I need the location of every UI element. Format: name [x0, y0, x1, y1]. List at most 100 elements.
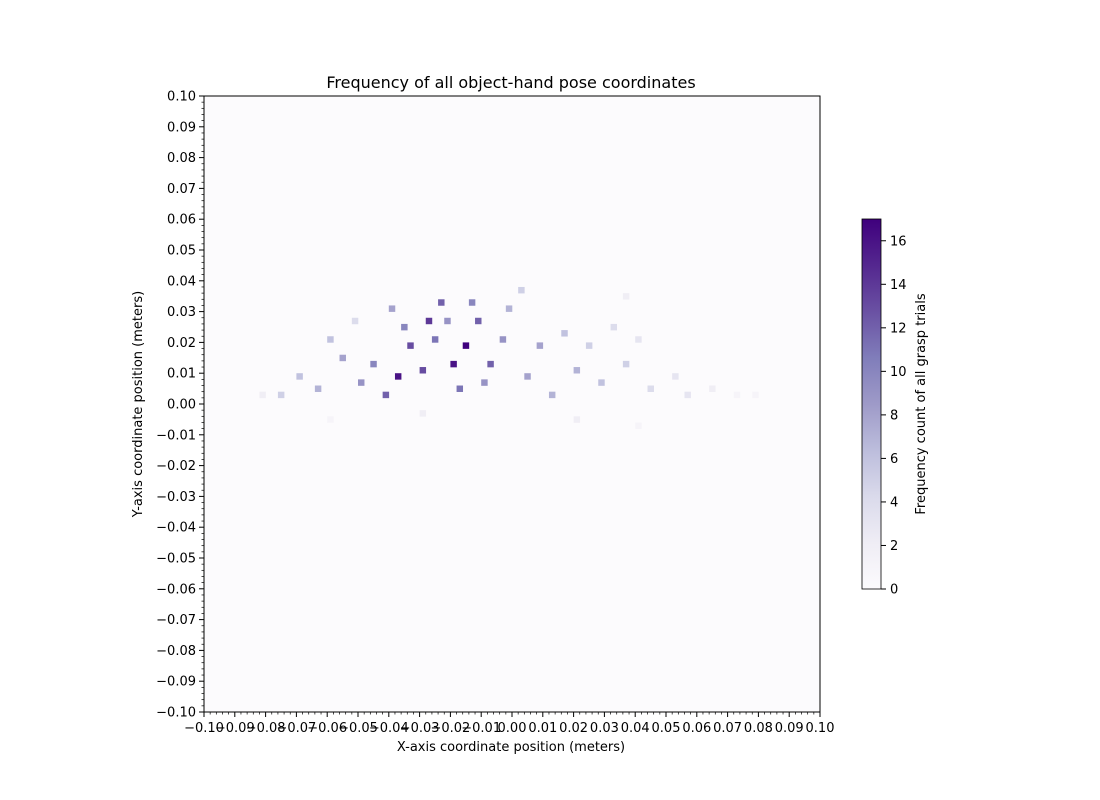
colorbar-tick-label: 10: [890, 365, 907, 380]
x-tick-label: −0.08: [246, 721, 286, 736]
heatmap-cell: [425, 317, 433, 325]
y-tick-label: 0.10: [167, 90, 196, 105]
y-tick-label: 0.02: [167, 336, 196, 351]
heatmap-cell: [622, 293, 630, 300]
heatmap-cell: [382, 391, 390, 399]
x-axis-ticks: −0.10−0.09−0.08−0.07−0.06−0.05−0.04−0.03…: [184, 712, 834, 736]
chart-title: Frequency of all object-hand pose coordi…: [326, 73, 695, 92]
heatmap-cell: [610, 323, 618, 331]
x-axis-label: X-axis coordinate position (meters): [397, 740, 625, 755]
y-tick-label: −0.02: [156, 459, 196, 474]
x-tick-label: 0.07: [713, 721, 742, 736]
x-tick-label: 0.08: [744, 721, 773, 736]
heatmap-cell: [481, 379, 488, 386]
y-tick-label: 0.01: [167, 367, 196, 382]
heatmap-cell: [622, 360, 630, 368]
x-tick-label: 0.00: [498, 721, 527, 736]
heatmap-cell: [327, 336, 334, 343]
y-tick-label: 0.09: [167, 120, 196, 135]
heatmap-cell: [456, 385, 464, 392]
y-tick-label: −0.10: [156, 706, 196, 721]
colorbar-tick-label: 2: [890, 539, 898, 554]
heatmap-cell: [358, 379, 365, 386]
x-tick-label: −0.10: [184, 721, 224, 736]
heatmap-cell: [635, 336, 642, 343]
y-tick-label: −0.04: [156, 521, 196, 536]
y-tick-label: −0.03: [156, 490, 196, 505]
heatmap-cell: [468, 299, 476, 306]
heatmap-cell: [450, 360, 457, 368]
y-axis-ticks: 0.10 0.09 0.08 0.07 0.06 0.05 0.04 0.03 0.02 0.01…: [156, 90, 204, 721]
heatmap-cell: [518, 286, 525, 294]
y-tick-label: −0.09: [156, 675, 196, 690]
x-tick-label: −0.07: [276, 721, 316, 736]
colorbar: [861, 218, 882, 590]
heatmap-background: [204, 96, 820, 712]
x-tick-label: −0.06: [307, 721, 347, 736]
heatmap-cell: [296, 373, 303, 380]
colorbar-tick-label: 16: [890, 234, 907, 249]
y-tick-label: 0.05: [167, 244, 196, 259]
heatmap-cell: [709, 385, 716, 392]
x-tick-label: 0.05: [652, 721, 681, 736]
heatmap-cell: [499, 336, 507, 343]
heatmap-cell: [277, 391, 285, 399]
colorbar-tick-label: 0: [890, 583, 898, 598]
y-tick-label: 0.04: [167, 274, 196, 289]
y-tick-label: −0.05: [156, 552, 196, 567]
y-tick-label: 0.06: [167, 213, 196, 228]
heatmap-cell: [573, 416, 581, 423]
heatmap-cell: [548, 391, 556, 399]
y-tick-label: 0.03: [167, 305, 196, 320]
heatmap-cell: [752, 391, 759, 399]
heatmap-cell: [388, 305, 396, 312]
heatmap-cell: [647, 385, 654, 392]
colorbar-tick-label: 8: [890, 408, 898, 423]
colorbar-ticks: 0 2 4 6 8 10 12 14 16: [881, 234, 907, 598]
y-tick-label: 0.00: [167, 398, 196, 413]
y-tick-label: 0.08: [167, 151, 196, 166]
x-tick-label: −0.01: [461, 721, 501, 736]
heatmap-cell: [444, 317, 451, 325]
heatmap-cell: [524, 373, 531, 380]
heatmap-cell: [536, 342, 544, 349]
colorbar-tick-label: 6: [890, 452, 898, 467]
heatmap-cell: [394, 373, 402, 380]
heatmap-cell: [314, 385, 322, 392]
heatmap-cell: [327, 416, 334, 423]
heatmap-cell: [370, 360, 377, 368]
heatmap-cell: [505, 305, 513, 312]
colorbar-label: Frequency count of all grasp trials: [914, 293, 929, 514]
x-tick-label: 0.06: [682, 721, 711, 736]
y-tick-label: −0.07: [156, 613, 196, 628]
heatmap-cell: [561, 330, 568, 337]
heatmap-cell: [351, 317, 359, 325]
y-tick-label: −0.06: [156, 582, 196, 597]
y-tick-label: 0.07: [167, 182, 196, 197]
heatmap-cell: [419, 367, 427, 374]
heatmap-cell: [438, 299, 445, 306]
y-axis-label: Y-axis coordinate position (meters): [131, 291, 146, 518]
heatmap-cell: [475, 317, 482, 325]
heatmap-cell: [573, 367, 581, 374]
x-tick-label: −0.09: [215, 721, 255, 736]
heatmap-cells: [204, 96, 820, 712]
x-tick-label: −0.03: [400, 721, 440, 736]
heatmap-cell: [419, 410, 427, 417]
x-tick-label: 0.03: [590, 721, 619, 736]
x-tick-label: −0.04: [369, 721, 409, 736]
y-tick-label: −0.01: [156, 428, 196, 443]
heatmap-cell: [598, 379, 605, 386]
heatmap-cell: [462, 342, 470, 349]
colorbar-tick-label: 14: [890, 278, 907, 293]
y-tick-label: −0.08: [156, 644, 196, 659]
heatmap-cell: [401, 323, 408, 331]
heatmap-cell: [407, 342, 414, 349]
colorbar-tick-label: 4: [890, 495, 898, 510]
heatmap-cell: [259, 391, 266, 399]
x-tick-label: −0.02: [430, 721, 470, 736]
heatmap-cell: [733, 391, 741, 399]
x-tick-label: 0.09: [775, 721, 804, 736]
heatmap-cell: [339, 354, 346, 362]
